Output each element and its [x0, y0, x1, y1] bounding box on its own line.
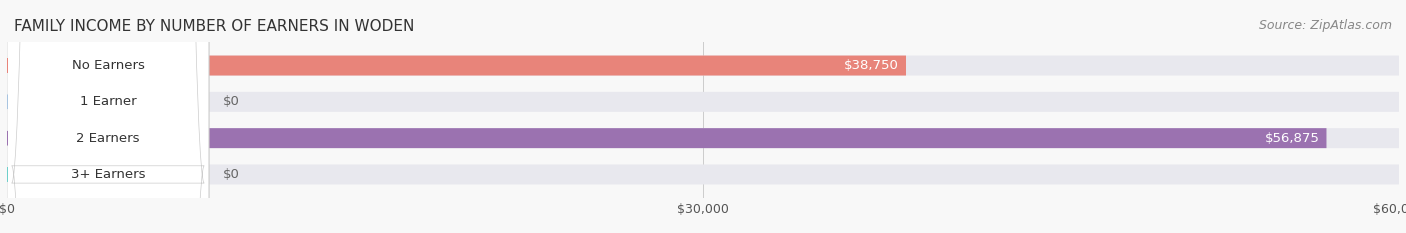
- FancyBboxPatch shape: [7, 0, 209, 233]
- FancyBboxPatch shape: [7, 55, 1399, 75]
- Text: 2 Earners: 2 Earners: [76, 132, 139, 145]
- FancyBboxPatch shape: [7, 0, 209, 233]
- FancyBboxPatch shape: [7, 128, 1326, 148]
- Text: No Earners: No Earners: [72, 59, 145, 72]
- FancyBboxPatch shape: [7, 128, 1399, 148]
- FancyBboxPatch shape: [7, 0, 209, 233]
- FancyBboxPatch shape: [7, 0, 209, 233]
- FancyBboxPatch shape: [7, 55, 905, 75]
- FancyBboxPatch shape: [7, 92, 1399, 112]
- Text: $56,875: $56,875: [1264, 132, 1319, 145]
- Text: 1 Earner: 1 Earner: [80, 95, 136, 108]
- FancyBboxPatch shape: [7, 164, 1399, 185]
- Text: $0: $0: [222, 95, 239, 108]
- Text: FAMILY INCOME BY NUMBER OF EARNERS IN WODEN: FAMILY INCOME BY NUMBER OF EARNERS IN WO…: [14, 19, 415, 34]
- Text: Source: ZipAtlas.com: Source: ZipAtlas.com: [1258, 19, 1392, 32]
- Text: 3+ Earners: 3+ Earners: [70, 168, 145, 181]
- Text: $0: $0: [222, 168, 239, 181]
- Text: $38,750: $38,750: [844, 59, 898, 72]
